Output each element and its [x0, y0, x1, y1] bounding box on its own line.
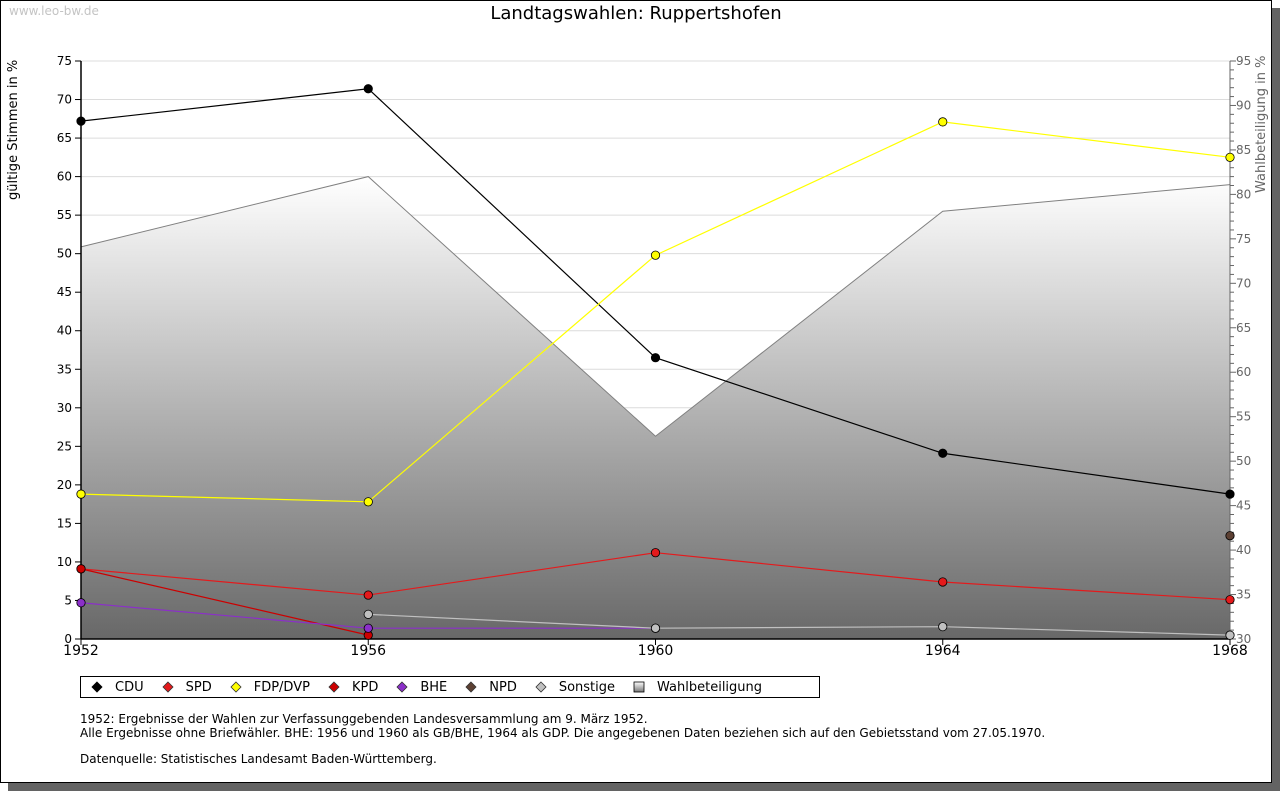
- y-tick-label: 0: [64, 632, 72, 646]
- y2-tick-label: 90: [1236, 98, 1251, 112]
- data-point-kpd: [76, 564, 86, 574]
- legend-label: KPD: [351, 679, 379, 695]
- legend-label: CDU: [115, 679, 144, 695]
- y2-tick-label: 50: [1236, 454, 1251, 468]
- y2-tick-label: 80: [1236, 187, 1251, 201]
- y2-tick-label: 45: [1236, 499, 1251, 513]
- x-tick-label: 1952: [63, 643, 99, 659]
- data-point-bhe: [76, 598, 86, 608]
- legend-diamond-icon: [396, 681, 408, 693]
- data-point-fdp-dvp: [938, 117, 948, 127]
- data-point-sonstige: [363, 609, 373, 619]
- note-line-2: Alle Ergebnisse ohne Briefwähler. BHE: 1…: [80, 726, 1046, 740]
- x-tick-label: 1960: [638, 643, 674, 659]
- legend-diamond-icon: [465, 681, 477, 693]
- legend-label: NPD: [489, 679, 517, 695]
- x-tick-label: 1956: [350, 643, 386, 659]
- legend-label: SPD: [185, 679, 212, 695]
- note-line-1: 1952: Ergebnisse der Wahlen zur Verfassu…: [80, 712, 648, 726]
- turnout-line: [80, 176, 1231, 437]
- legend-label: Wahlbeteiligung: [657, 679, 763, 695]
- y2-tick-label: 55: [1236, 410, 1251, 424]
- data-point-fdp-dvp: [76, 489, 86, 499]
- data-source: Datenquelle: Statistisches Landesamt Bad…: [80, 752, 437, 766]
- legend-diamond-icon: [328, 681, 340, 693]
- chart-title: Landtagswahlen: Ruppertshofen: [490, 3, 782, 24]
- frame-shadow-bottom: [8, 783, 1280, 791]
- data-point-fdp-dvp: [363, 497, 373, 507]
- y-tick-label: 45: [57, 285, 72, 299]
- y-tick-label: 65: [57, 131, 72, 145]
- legend-diamond-icon: [162, 681, 174, 693]
- legend-square-icon: [633, 681, 645, 693]
- y-tick-label: 75: [57, 54, 72, 68]
- legend: CDU SPD FDP/DVP KPD BHE NPD Sonstige Wahlbeteil…: [80, 676, 820, 698]
- legend-diamond-icon: [91, 681, 103, 693]
- y2-tick-label: 40: [1236, 543, 1251, 557]
- legend-item-cdu: CDU: [91, 680, 144, 695]
- legend-item-npd: NPD: [465, 680, 517, 695]
- data-point-cdu: [76, 116, 86, 126]
- y2-tick-label: 95: [1236, 54, 1251, 68]
- y-tick-label: 25: [57, 439, 72, 453]
- x-tick-label: 1964: [925, 643, 961, 659]
- y-tick-label: 50: [57, 247, 72, 261]
- y2-tick-label: 65: [1236, 321, 1251, 335]
- legend-label: BHE: [420, 679, 448, 695]
- data-point-npd: [1225, 531, 1235, 541]
- data-point-cdu: [363, 84, 373, 94]
- legend-item-bhe: BHE: [396, 680, 447, 695]
- data-point-cdu: [938, 448, 948, 458]
- data-point-sonstige: [650, 623, 661, 633]
- y-tick-label: 10: [57, 555, 72, 569]
- y2-tick-label: 85: [1236, 143, 1251, 157]
- data-point-cdu: [650, 353, 661, 363]
- legend-item-kpd: KPD: [328, 680, 378, 695]
- chart-plot: 0 5 10 15 20 25 30 35 40 45 50 55 60 65 70 75 30 35 40 45 50…: [6, 54, 1269, 659]
- turnout-area-fill: [81, 176, 1230, 639]
- legend-item-wahlbeteiligung: Wahlbeteiligung: [633, 680, 762, 695]
- y2-tick-label: 60: [1236, 365, 1251, 379]
- legend-label: FDP/DVP: [253, 679, 310, 695]
- y-tick-label: 70: [57, 93, 72, 107]
- legend-item-spd: SPD: [162, 680, 212, 695]
- data-point-fdp-dvp: [650, 250, 661, 260]
- data-point-spd: [650, 548, 661, 558]
- y-axis-label: gültige Stimmen in %: [6, 60, 21, 200]
- x-tick-label: 1968: [1212, 643, 1248, 659]
- data-point-sonstige: [1225, 630, 1235, 640]
- y-tick-label: 60: [57, 170, 72, 184]
- y2-tick-label: 35: [1236, 588, 1251, 602]
- frame-shadow-right: [1272, 8, 1280, 791]
- series-points: [76, 84, 1235, 640]
- series-line-sonstige: [368, 613, 1231, 636]
- legend-item-sonstige: Sonstige: [535, 680, 615, 695]
- y-tick-label: 35: [57, 362, 72, 376]
- data-point-sonstige: [938, 622, 948, 632]
- data-point-fdp-dvp: [1225, 152, 1235, 162]
- legend-item-fdp-dvp: FDP/DVP: [230, 680, 310, 695]
- y-tick-label: 40: [57, 324, 72, 338]
- watermark: www.leo-bw.de: [9, 4, 99, 18]
- legend-label: Sonstige: [558, 679, 616, 695]
- legend-diamond-icon: [535, 681, 547, 693]
- data-point-spd: [938, 577, 948, 587]
- y2-tick-label: 75: [1236, 232, 1251, 246]
- turnout-area: [80, 176, 1231, 639]
- legend-diamond-icon: [230, 681, 242, 693]
- y-tick-label: 20: [57, 478, 72, 492]
- data-point-spd: [363, 590, 373, 600]
- data-point-spd: [1225, 595, 1235, 605]
- y-tick-label: 55: [57, 208, 72, 222]
- y-tick-label: 15: [57, 516, 72, 530]
- y2-tick-label: 70: [1236, 276, 1251, 290]
- y-tick-label: 5: [64, 593, 72, 607]
- y2-axis-label: Wahlbeteiligung in %: [1254, 56, 1269, 193]
- y2-tick-label: 30: [1236, 632, 1251, 646]
- y-tick-label: 30: [57, 401, 72, 415]
- data-point-bhe: [363, 623, 373, 633]
- data-point-cdu: [1225, 489, 1235, 499]
